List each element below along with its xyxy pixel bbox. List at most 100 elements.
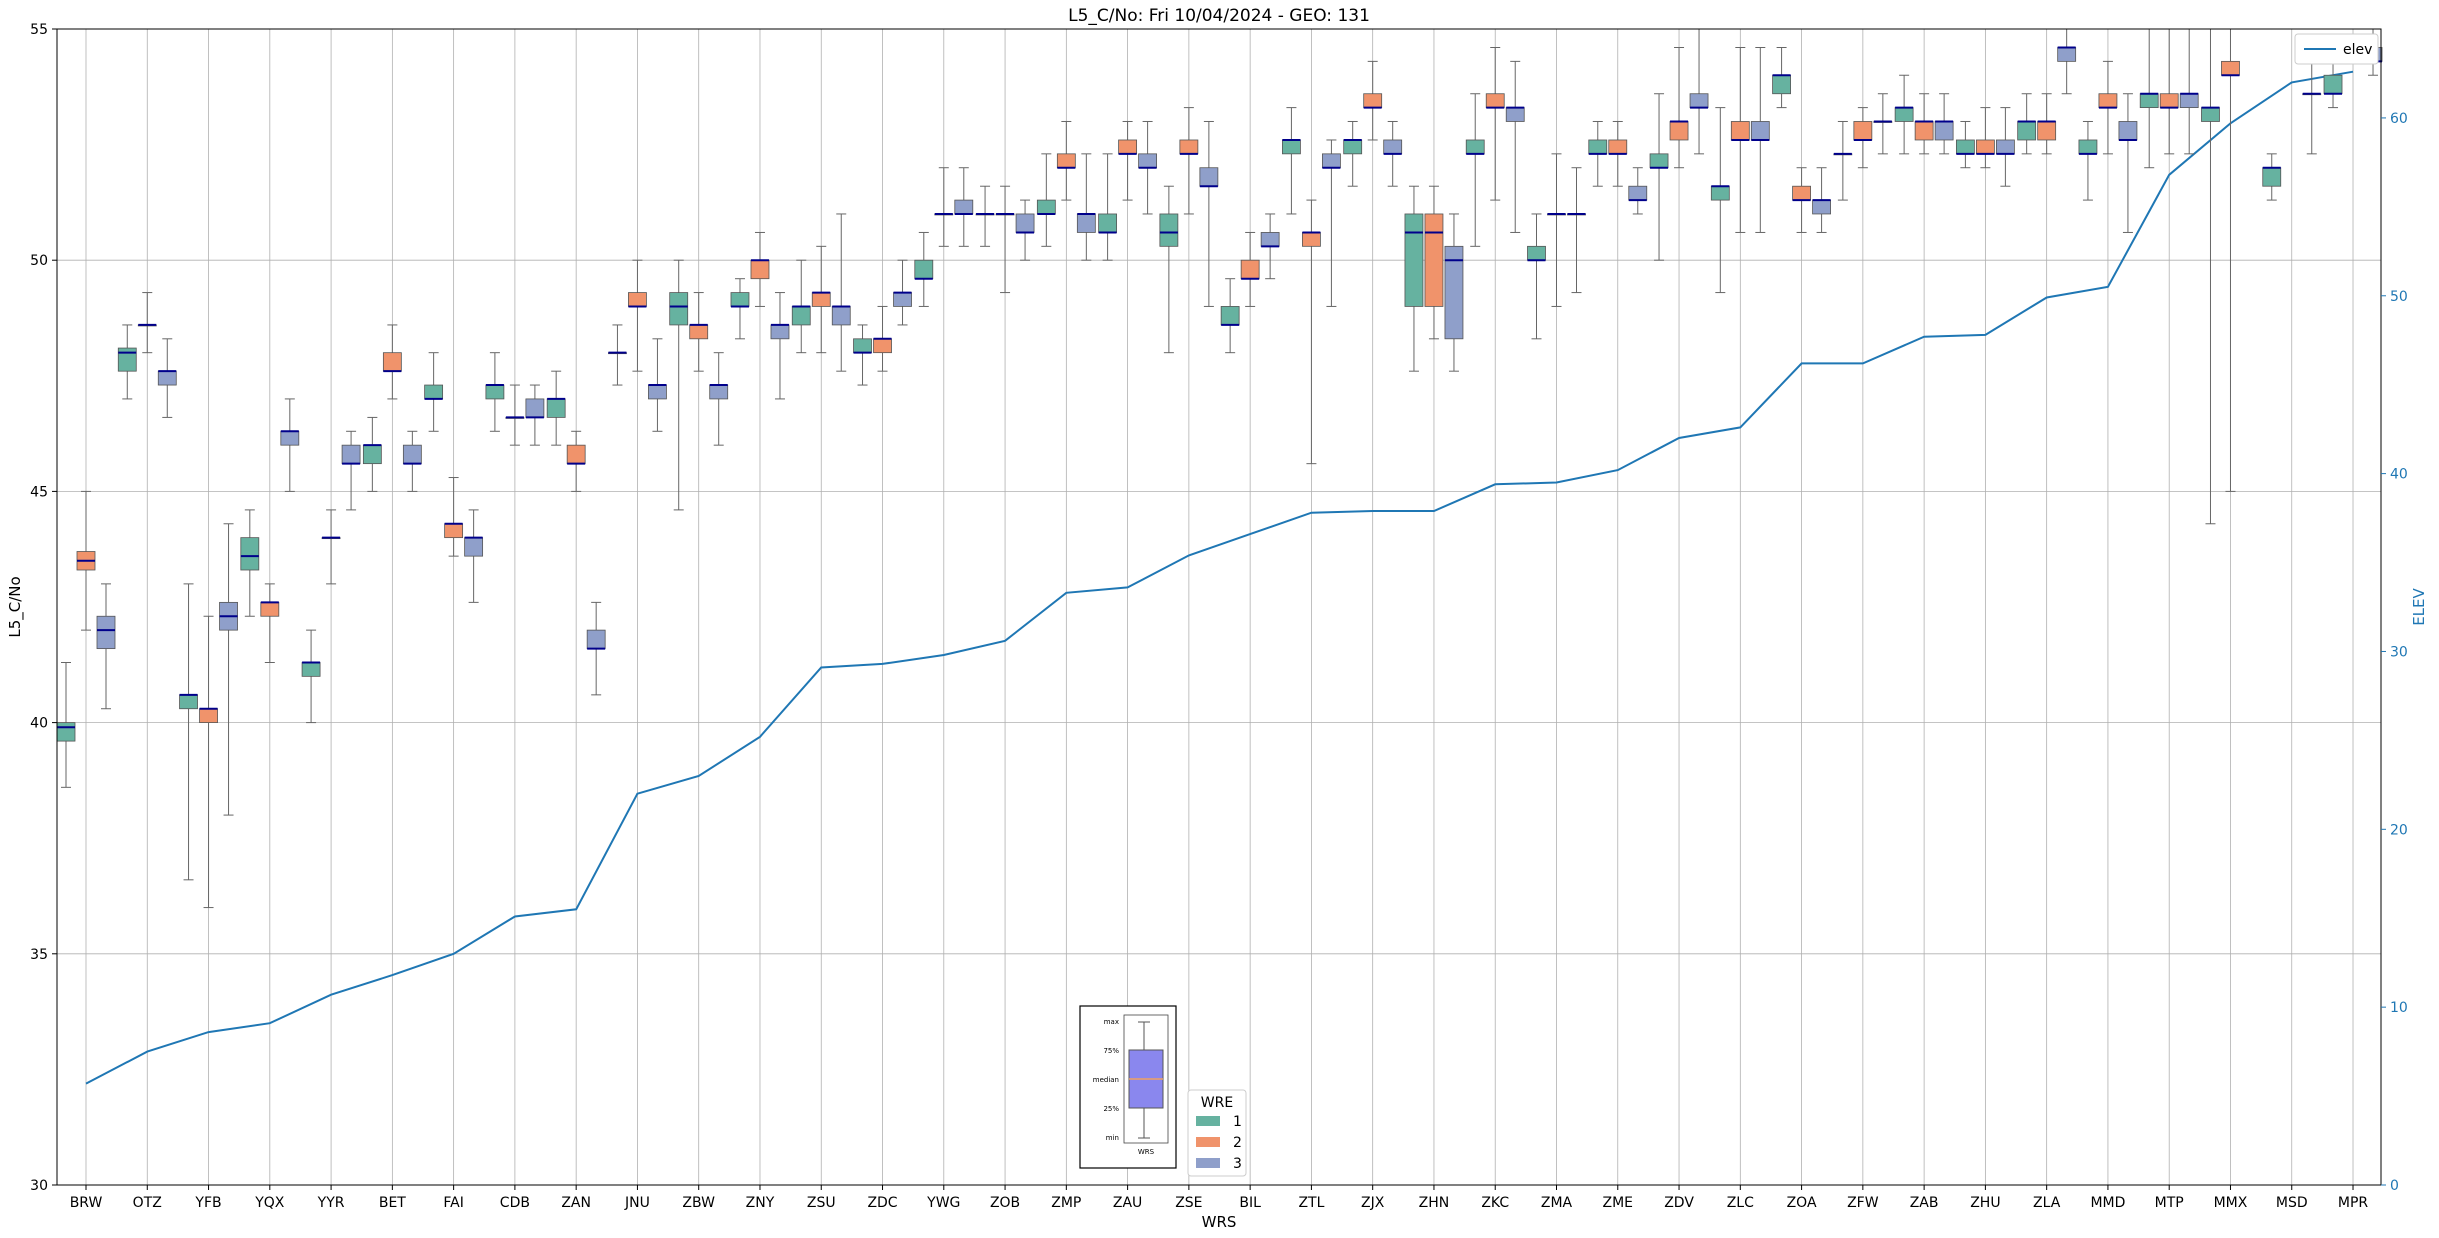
box-iqr: [1730, 121, 1750, 141]
box-iqr: [525, 398, 545, 418]
x-tick-label: BIL: [1239, 1195, 1261, 1211]
box-wre-1: [56, 661, 76, 788]
x-tick-label: OTZ: [133, 1195, 162, 1211]
box-wre-3: [893, 259, 912, 326]
box-wre-1: [1527, 213, 1546, 340]
box-iqr: [96, 615, 116, 650]
box-iqr: [1465, 139, 1485, 155]
x-tick-label: YFB: [194, 1195, 221, 1211]
box-iqr: [628, 292, 647, 307]
x-tick-label: ZDV: [1664, 1195, 1694, 1211]
box-wre-2: [1363, 60, 1383, 141]
box-wre-1: [117, 324, 137, 400]
box-iqr: [1689, 93, 1709, 109]
x-tick-label: JNU: [624, 1195, 650, 1211]
box-wre-3: [1138, 120, 1158, 215]
x-tick-label: ZBW: [682, 1195, 715, 1211]
x-tick-label: YWG: [926, 1195, 960, 1211]
box-wre-2: [1730, 46, 1750, 233]
box-wre-1: [1282, 107, 1301, 215]
box-wre-2: [2221, 28, 2240, 492]
box-wre-3: [219, 523, 238, 816]
box-iqr: [709, 384, 729, 400]
box-wre-1: [1465, 93, 1485, 247]
x-tick-label: ZAN: [561, 1195, 591, 1211]
y2-tick-label: 60: [2390, 111, 2408, 127]
box-wre-2: [995, 185, 1015, 294]
box-iqr: [1669, 121, 1689, 141]
box-iqr: [444, 523, 464, 539]
box-wre-3: [1322, 139, 1341, 307]
box-iqr: [362, 444, 382, 465]
x-tick-label: ZOA: [1787, 1195, 1817, 1211]
x-tick-label: ZSE: [1175, 1195, 1202, 1211]
box-iqr: [301, 662, 321, 677]
elev-line: [85, 70, 2354, 1085]
box-key-label-q3: 75%: [1103, 1047, 1119, 1055]
x-tick-label: MMX: [2214, 1195, 2248, 1211]
box-wre-3: [1505, 60, 1525, 233]
x-tick-label: ZHN: [1419, 1195, 1450, 1211]
box-iqr: [1792, 185, 1811, 201]
box-wre-1: [1649, 93, 1669, 261]
box-wre-1: [1710, 107, 1730, 294]
box-wre-3: [1812, 167, 1831, 233]
box-wre-1: [301, 629, 321, 724]
box-wre-3: [2118, 93, 2138, 233]
box-iqr: [341, 444, 361, 465]
box-iqr: [2017, 121, 2037, 141]
box-wre-3: [157, 338, 177, 418]
box-iqr: [1812, 199, 1831, 215]
box-wre-2: [1302, 199, 1321, 465]
y-tick-label: 40: [30, 716, 48, 732]
box-iqr: [424, 384, 444, 400]
box-wre-1: [1159, 185, 1179, 354]
box-wre-1: [1220, 278, 1240, 354]
box-iqr: [586, 629, 606, 650]
box-iqr: [1934, 121, 1954, 141]
box-iqr: [1424, 213, 1444, 307]
box-iqr: [1772, 74, 1791, 95]
x-tick-label: ZME: [1603, 1195, 1634, 1211]
x-tick-label: CDB: [500, 1195, 530, 1211]
box-wre-1: [546, 370, 566, 446]
x-tick-label: ZKC: [1481, 1195, 1509, 1211]
box-iqr: [2159, 93, 2179, 109]
box-wre-2: [1975, 107, 1995, 169]
x-tick-label: BET: [379, 1195, 406, 1211]
box-layer: [56, 28, 2383, 909]
x-tick-label: BRW: [70, 1195, 103, 1211]
y2-tick-label: 0: [2390, 1178, 2399, 1194]
box-wre-2: [1240, 231, 1260, 307]
box-iqr: [240, 537, 260, 571]
x-tick-label: ZMA: [1541, 1195, 1573, 1211]
box-wre-2: [566, 430, 586, 492]
box-wre-2: [1485, 46, 1505, 201]
box-wre-3: [1383, 120, 1403, 187]
x-tick-label: ZDC: [867, 1195, 897, 1211]
box-iqr: [954, 199, 974, 215]
box-wre-3: [525, 384, 545, 446]
box-wre-3: [1873, 93, 1893, 155]
box-wre-3: [586, 601, 606, 696]
box-wre-2: [1056, 120, 1076, 201]
box-wre-1: [791, 259, 811, 354]
box-wre-1: [608, 324, 627, 386]
box-wre-1: [2323, 60, 2343, 109]
box-iqr: [1914, 121, 1934, 141]
box-iqr: [157, 370, 177, 386]
box-iqr: [914, 259, 934, 280]
box-iqr: [1995, 139, 2015, 155]
box-iqr: [1444, 245, 1464, 340]
box-iqr: [1076, 213, 1096, 233]
box-wre-2: [2037, 93, 2057, 155]
x-tick-label: ZHU: [1970, 1195, 2000, 1211]
box-iqr: [2098, 93, 2118, 109]
box-wre-1: [669, 259, 689, 511]
box-iqr: [770, 324, 790, 340]
x-tick-label: ZLA: [2033, 1195, 2061, 1211]
box-iqr: [730, 292, 750, 307]
box-wre-2: [444, 477, 464, 557]
box-iqr: [1118, 139, 1138, 155]
